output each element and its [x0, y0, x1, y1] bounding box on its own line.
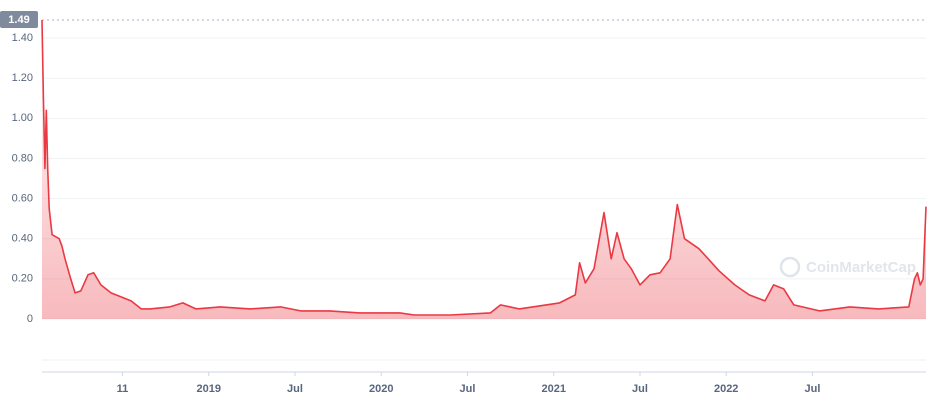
y-tick-label: 0.20: [12, 273, 33, 285]
x-tick-label: 2021: [541, 383, 565, 395]
x-tick-label: Jul: [287, 383, 303, 395]
x-tick-label: Jul: [460, 383, 476, 395]
x-tick-label: 2022: [714, 383, 738, 395]
y-tick-label: 0.80: [12, 152, 33, 164]
y-tick-label: 1.40: [12, 32, 33, 44]
price-line: [41, 19, 927, 316]
x-tick-label: Jul: [632, 383, 648, 395]
x-tick-label: 2019: [196, 383, 220, 395]
x-tick-label: Jul: [804, 383, 820, 395]
x-tick-label: 11: [117, 383, 129, 395]
y-tick-label: 0.40: [12, 233, 33, 245]
y-tick-label: 1.20: [12, 72, 33, 84]
y-tick-label: 1.00: [12, 112, 33, 124]
high-badge-bg: [0, 11, 38, 28]
x-tick-label: 2020: [369, 383, 393, 395]
high-badge: 1.49: [0, 11, 38, 28]
y-tick-label: 0.60: [12, 192, 33, 204]
watermark: CoinMarketCap: [779, 256, 916, 278]
watermark-text: CoinMarketCap: [806, 259, 916, 276]
y-tick-label: 0: [27, 313, 33, 325]
high-badge-label: 1.49: [8, 14, 29, 26]
